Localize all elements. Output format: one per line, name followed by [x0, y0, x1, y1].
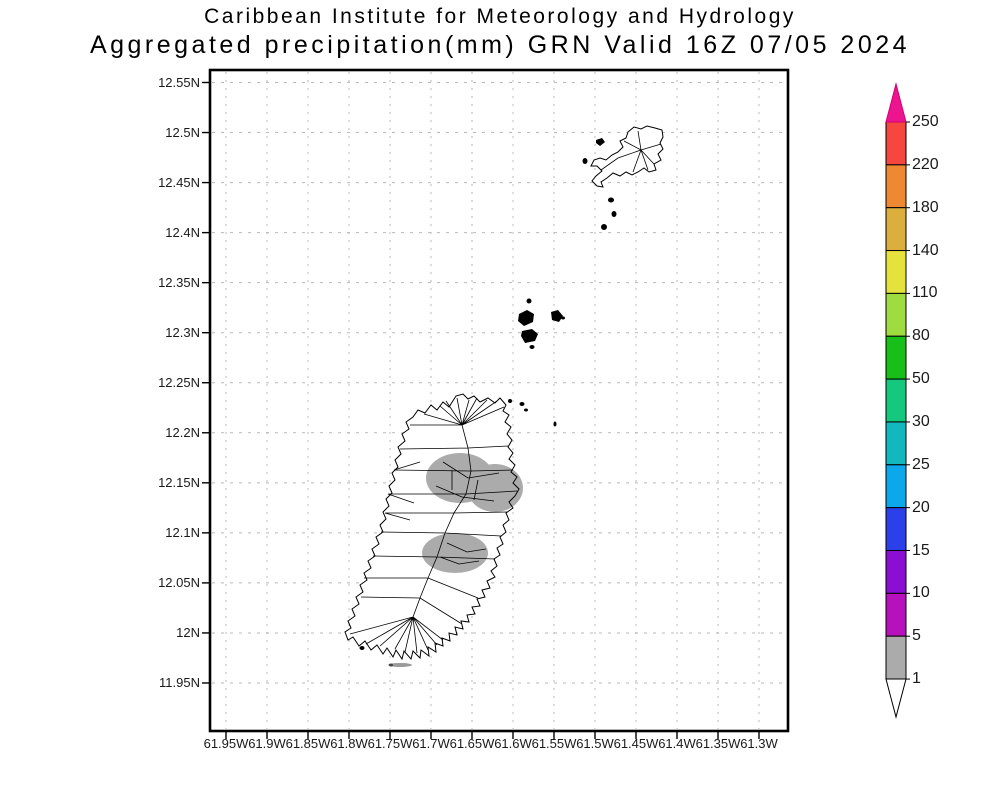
islet — [389, 663, 393, 667]
map-frame — [208, 68, 790, 733]
colorbar — [885, 82, 910, 719]
grenada-watershed-lines — [349, 397, 518, 654]
colorbar-above-max-arrow — [885, 82, 907, 123]
lon-label: 61.45W — [613, 736, 659, 751]
islet-shoal — [388, 663, 412, 667]
island-fill-layer — [345, 126, 663, 659]
lat-label: 12.25N — [158, 374, 200, 390]
lon-label: 61.35W — [695, 736, 741, 751]
lon-label: 61.7W — [412, 736, 450, 751]
lat-label: 12.55N — [158, 74, 200, 90]
colorbar-segment — [885, 207, 907, 252]
colorbar-tick-label: 50 — [912, 370, 930, 388]
islet — [553, 421, 557, 427]
colorbar-tick-label: 140 — [912, 241, 939, 259]
colorbar-tick-label: 180 — [912, 198, 939, 216]
page-title: Caribbean Institute for Meteorology and … — [204, 5, 796, 28]
islet — [508, 399, 512, 403]
lat-label: 12.2N — [165, 424, 200, 440]
colorbar-segment — [885, 635, 907, 680]
carriacou-island — [591, 126, 663, 187]
lat-label: 12.4N — [165, 224, 200, 240]
islet — [561, 316, 565, 320]
lon-label: 61.3W — [740, 736, 778, 751]
lon-label: 61.8W — [330, 736, 368, 751]
colorbar-tick-label: 20 — [912, 498, 930, 516]
lon-label: 61.85W — [285, 736, 331, 751]
islet-layer — [359, 138, 617, 667]
colorbar-tick-label: 80 — [912, 327, 930, 345]
grenada-coastline — [344, 393, 520, 661]
islet — [524, 408, 528, 412]
precip-region-south — [422, 533, 488, 573]
lon-label: 61.95W — [203, 736, 249, 751]
lat-label: 12.35N — [158, 274, 200, 290]
islet — [608, 197, 614, 203]
colorbar-segment — [885, 292, 907, 337]
boundary-stroke-layer — [344, 125, 664, 661]
grenada-island — [345, 394, 519, 659]
islet — [359, 646, 365, 650]
lat-label: 12.45N — [158, 174, 200, 190]
lat-label: 12.15N — [158, 474, 200, 490]
title-block: Caribbean Institute for Meteorology and … — [0, 0, 1000, 60]
page-subtitle: Aggregated precipitation(mm) GRN Valid 1… — [89, 31, 911, 59]
colorbar-tick-label: 30 — [912, 412, 930, 430]
carriacou-coastline — [590, 125, 664, 188]
islet — [582, 158, 588, 164]
islet — [601, 224, 607, 230]
colorbar-segment — [885, 421, 907, 466]
lat-label: 11.95N — [159, 674, 200, 690]
colorbar-segment — [885, 378, 907, 423]
lat-label: 12.3N — [165, 324, 200, 340]
colorbar-segment — [885, 164, 907, 209]
lat-label: 12N — [176, 624, 200, 640]
colorbar-tick-label: 5 — [912, 627, 921, 645]
colorbar-segment — [885, 464, 907, 509]
colorbar-tick-label: 15 — [912, 541, 930, 559]
colorbar-tick-label: 10 — [912, 584, 930, 602]
colorbar-tick-label: 110 — [912, 284, 938, 302]
colorbar-tick-label: 250 — [912, 113, 939, 130]
islet — [529, 345, 535, 349]
lat-label: 12.5N — [165, 124, 200, 140]
lon-label: 61.6W — [494, 736, 532, 751]
islet — [519, 402, 525, 406]
islet — [596, 138, 605, 146]
islet — [521, 329, 538, 343]
islet — [611, 211, 617, 217]
islet — [518, 310, 534, 326]
colorbar-tick-label: 220 — [912, 155, 939, 173]
lon-label: 61.4W — [658, 736, 696, 751]
lon-label: 61.9W — [248, 736, 286, 751]
colorbar-segment — [885, 550, 907, 594]
lon-label: 61.65W — [449, 736, 495, 751]
carriacou-watershed-lines — [600, 130, 662, 173]
islet — [526, 298, 532, 304]
colorbar-tick-label: 1 — [912, 670, 921, 688]
lon-label: 61.55W — [531, 736, 577, 751]
colorbar-segment — [885, 250, 907, 294]
colorbar-segment — [885, 121, 907, 166]
islet — [551, 310, 563, 322]
lat-label: 12.05N — [158, 574, 200, 590]
colorbar-segment — [885, 335, 907, 380]
colorbar-segment — [885, 592, 907, 637]
colorbar-tick-label: 25 — [912, 455, 930, 473]
lon-label: 61.5W — [576, 736, 614, 751]
lat-label: 12.1N — [165, 524, 200, 540]
colorbar-segment — [885, 507, 907, 551]
colorbar-below-min-arrow — [885, 678, 907, 719]
lon-label: 61.75W — [367, 736, 413, 751]
axis-ticks — [202, 81, 760, 739]
